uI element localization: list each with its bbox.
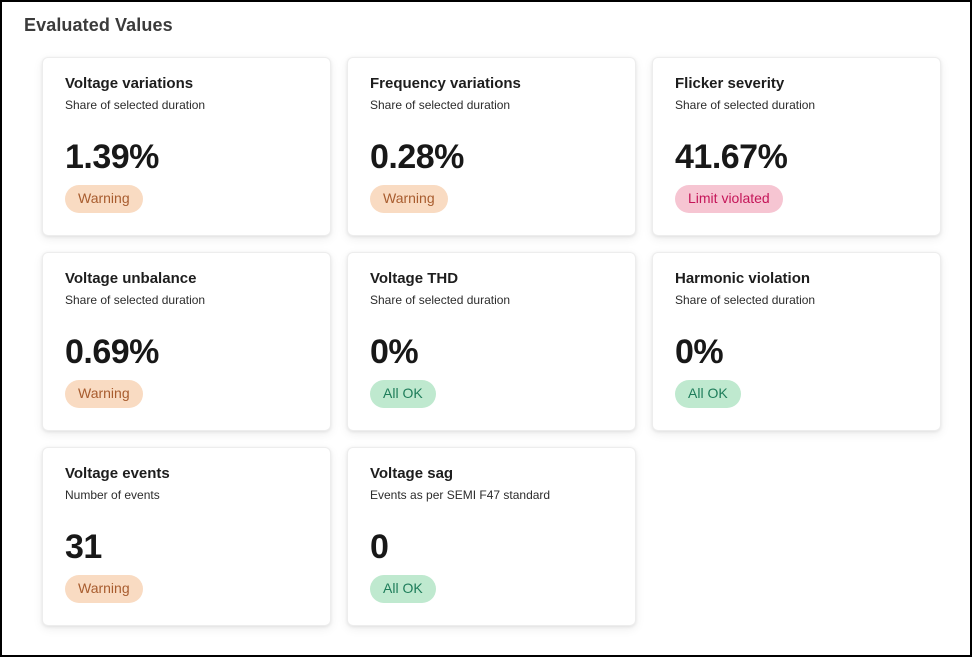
status-badge: Warning (65, 380, 143, 408)
kpi-card-voltage-variations[interactable]: Voltage variations Share of selected dur… (42, 57, 331, 236)
card-value: 41.67% (675, 138, 788, 177)
card-subtitle: Share of selected duration (370, 97, 511, 112)
kpi-card-frequency-variations[interactable]: Frequency variations Share of selected d… (347, 57, 636, 236)
card-subtitle: Events as per SEMI F47 standard (370, 487, 551, 502)
card-value: 0.28% (370, 138, 464, 177)
kpi-card-voltage-events[interactable]: Voltage events Number of events 31 Warni… (42, 447, 331, 626)
card-value: 0% (370, 333, 419, 372)
kpi-card-harmonic-violation[interactable]: Harmonic violation Share of selected dur… (652, 252, 941, 431)
card-title: Voltage events (65, 465, 170, 482)
card-title: Voltage sag (370, 465, 454, 482)
card-value: 0% (675, 333, 724, 372)
card-title: Flicker severity (675, 75, 785, 92)
status-badge: Warning (370, 185, 448, 213)
kpi-cards-grid: Voltage variations Share of selected dur… (42, 57, 970, 626)
card-subtitle: Number of events (65, 487, 160, 502)
card-value: 1.39% (65, 138, 159, 177)
status-badge: All OK (675, 380, 741, 408)
kpi-card-flicker-severity[interactable]: Flicker severity Share of selected durat… (652, 57, 941, 236)
kpi-card-voltage-thd[interactable]: Voltage THD Share of selected duration 0… (347, 252, 636, 431)
card-value: 0.69% (65, 333, 159, 372)
card-value: 31 (65, 528, 102, 567)
card-title: Frequency variations (370, 75, 521, 92)
card-subtitle: Share of selected duration (65, 97, 206, 112)
card-title: Harmonic violation (675, 270, 811, 287)
card-value: 0 (370, 528, 389, 567)
kpi-card-voltage-sag[interactable]: Voltage sag Events as per SEMI F47 stand… (347, 447, 636, 626)
card-subtitle: Share of selected duration (65, 292, 206, 307)
status-badge: Limit violated (675, 185, 783, 213)
kpi-card-voltage-unbalance[interactable]: Voltage unbalance Share of selected dura… (42, 252, 331, 431)
status-badge: All OK (370, 575, 436, 603)
card-subtitle: Share of selected duration (675, 97, 816, 112)
status-badge: Warning (65, 185, 143, 213)
card-subtitle: Share of selected duration (675, 292, 816, 307)
card-title: Voltage variations (65, 75, 194, 92)
page-title: Evaluated Values (24, 15, 173, 35)
card-subtitle: Share of selected duration (370, 292, 511, 307)
card-title: Voltage THD (370, 270, 459, 287)
status-badge: All OK (370, 380, 436, 408)
card-title: Voltage unbalance (65, 270, 197, 287)
status-badge: Warning (65, 575, 143, 603)
